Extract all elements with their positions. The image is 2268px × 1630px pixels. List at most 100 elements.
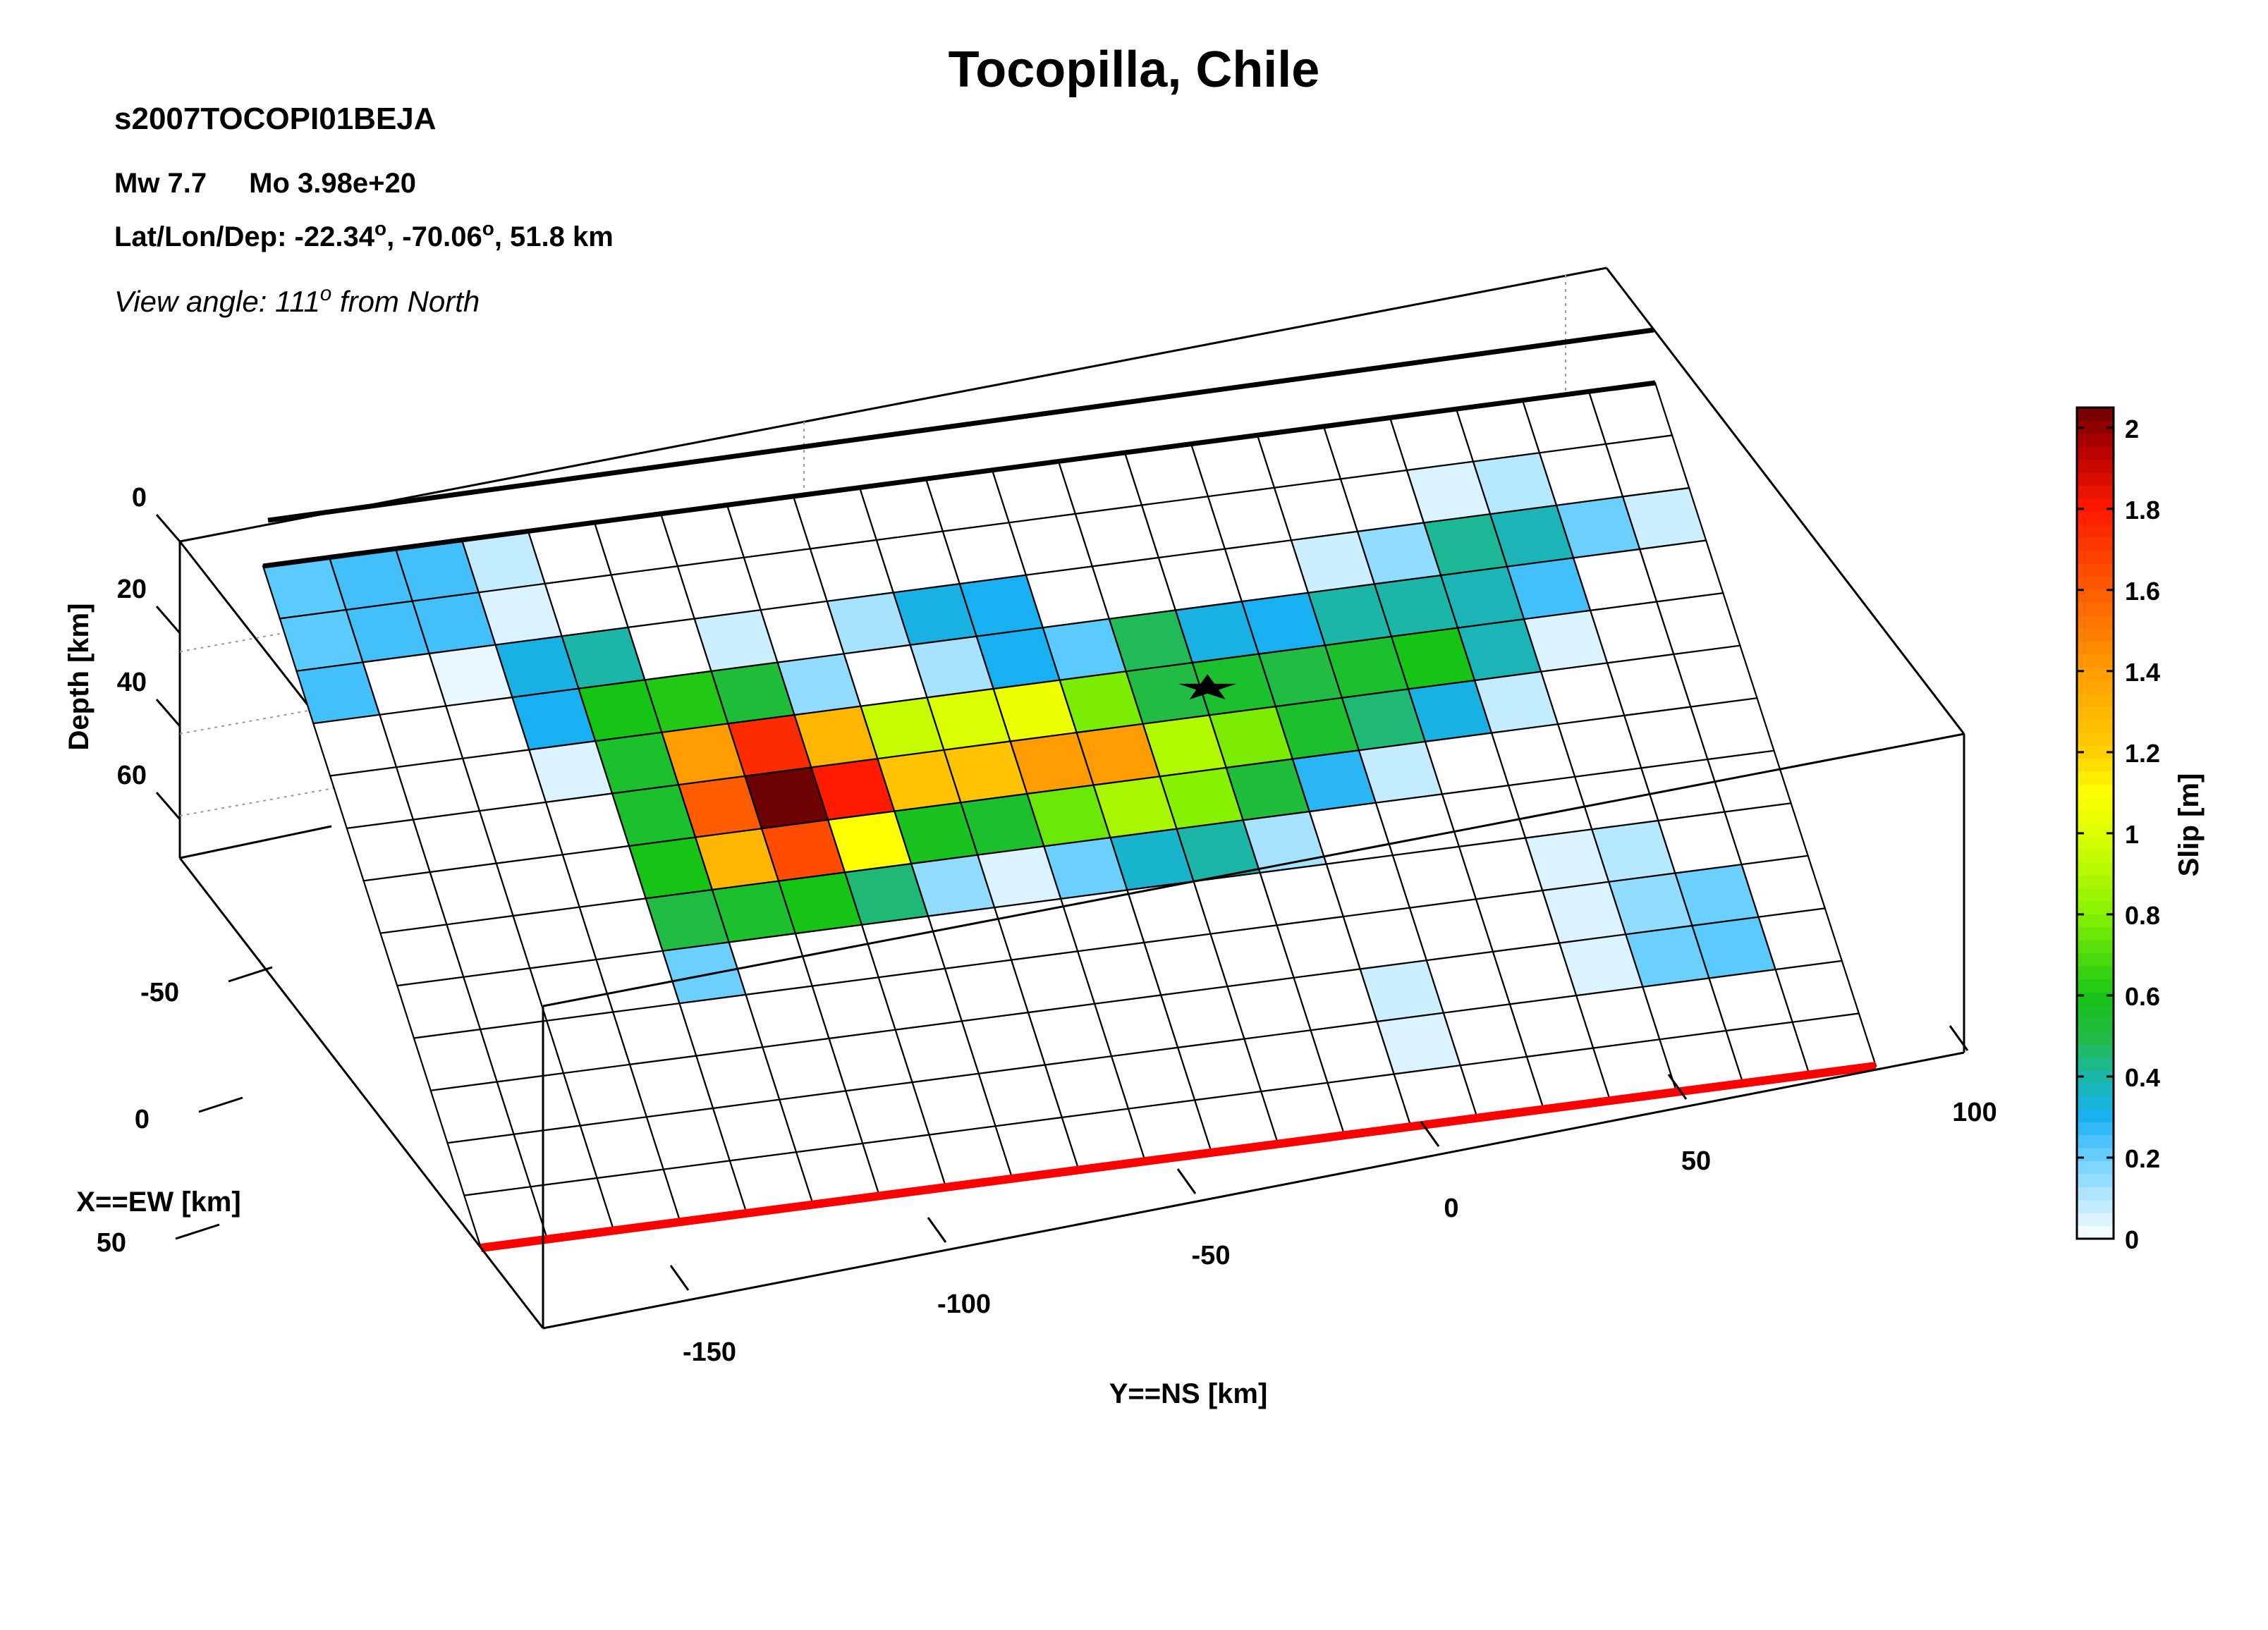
colorbar-swatch — [2077, 1005, 2114, 1019]
colorbar-swatch — [2077, 1070, 2114, 1084]
colorbar-swatch — [2077, 926, 2114, 940]
y-ns-axis-label: Y==NS [km] — [1109, 1378, 1268, 1409]
colorbar-swatch — [2077, 1122, 2114, 1136]
colorbar: 0 0.2 0.4 0.6 0.8 1 1.2 1.4 1.6 1.8 2 Slip [m] — [2075, 406, 2205, 1254]
colorbar-swatch — [2077, 1225, 2114, 1239]
y-ns-tick-label: 100 — [1952, 1098, 1996, 1127]
colorbar-swatch — [2077, 615, 2114, 629]
colorbar-swatch — [2077, 1199, 2114, 1213]
view-angle-value: View angle: 111 — [114, 285, 320, 318]
box-edge — [542, 733, 1965, 1007]
z-tick-label: 20 — [117, 575, 147, 604]
colorbar-tick-label: 0.8 — [2125, 901, 2160, 930]
bounding-box-front — [178, 733, 1965, 1330]
colorbar-label: Slip [m] — [2174, 773, 2205, 877]
colorbar-swatch — [2077, 524, 2114, 538]
y-ns-tick — [1420, 1121, 1440, 1147]
colorbar-swatch — [2077, 1043, 2114, 1058]
colorbar-swatch — [2077, 706, 2114, 720]
colorbar-swatch — [2077, 1173, 2114, 1187]
lat-lon-depth-line: Lat/Lon/Dep: -22.34o, -70.06o, 51.8 km — [114, 217, 614, 253]
colorbar-swatch — [2077, 810, 2114, 824]
z-tick-label: 0 — [132, 483, 147, 513]
axes: 0 20 40 60 Depth [km] -50 0 50 X==EW [km] -150 -10… — [63, 483, 1997, 1409]
event-id: s2007TOCOPI01BEJA — [114, 102, 437, 136]
colorbar-swatch — [2077, 1082, 2114, 1096]
colorbar-swatch — [2077, 1017, 2114, 1031]
magnitude-line: Mw 7.7 Mo 3.98e+20 — [114, 168, 416, 200]
x-ew-tick — [175, 1223, 220, 1240]
colorbar-swatch — [2077, 849, 2114, 863]
colorbar-swatch — [2077, 1134, 2114, 1148]
colorbar-swatch — [2077, 1057, 2114, 1071]
colorbar-swatch — [2077, 862, 2114, 876]
colorbar-swatch — [2077, 667, 2114, 681]
colorbar-swatch — [2077, 1108, 2114, 1122]
fault-overlay — [262, 327, 1877, 1252]
box-edge — [179, 266, 1607, 543]
colorbar-swatch — [2077, 485, 2114, 499]
colorbar-swatch — [2077, 589, 2114, 603]
colorbar-swatch — [2077, 420, 2114, 434]
colorbar-swatch — [2077, 537, 2114, 551]
colorbar-swatch — [2077, 628, 2114, 642]
degree-sign: o — [374, 217, 387, 240]
x-ew-axis-label: X==EW [km] — [76, 1187, 240, 1218]
colorbar-frame — [2075, 406, 2115, 1240]
mw-value: Mw 7.7 — [114, 168, 207, 199]
y-ns-tick-label: -150 — [683, 1337, 736, 1367]
colorbar-swatch — [2077, 641, 2114, 655]
colorbar-tick-label: 1.8 — [2125, 496, 2160, 525]
trench-line — [480, 1062, 1877, 1252]
box-edge — [179, 825, 332, 859]
y-ns-tick — [1176, 1168, 1197, 1194]
x-ew-tick — [228, 966, 273, 983]
colorbar-swatch — [2077, 446, 2114, 460]
colorbar-swatch — [2077, 654, 2114, 668]
y-ns-tick-label: 0 — [1444, 1194, 1458, 1223]
z-tick-label: 40 — [117, 668, 147, 697]
y-ns-tick — [927, 1217, 947, 1243]
x-ew-tick-label: -50 — [140, 978, 179, 1007]
colorbar-swatch — [2077, 784, 2114, 798]
degree-sign: o — [319, 281, 332, 305]
y-ns-tick-label: 50 — [1681, 1146, 1711, 1176]
colorbar-swatch — [2077, 875, 2114, 889]
y-ns-tick-label: -100 — [937, 1289, 991, 1319]
colorbar-swatch — [2077, 511, 2114, 525]
colorbar-swatch — [2077, 1187, 2114, 1201]
z-tick — [155, 699, 181, 727]
x-ew-tick-label: 0 — [135, 1105, 150, 1134]
colorbar-swatch — [2077, 459, 2114, 473]
view-angle-line: View angle: 111o from North — [114, 281, 480, 319]
colorbar-tick-label: 0.2 — [2125, 1144, 2160, 1173]
colorbar-swatch — [2077, 1160, 2114, 1175]
colorbar-tick-label: 2 — [2125, 415, 2139, 443]
colorbar-swatch — [2077, 771, 2114, 785]
colorbar-swatch — [2077, 680, 2114, 694]
colorbar-swatch — [2077, 408, 2114, 421]
z-tick — [155, 514, 181, 542]
colorbar-swatch — [2077, 758, 2114, 772]
colorbar-tick-label: 1.6 — [2125, 577, 2160, 606]
colorbar-swatch — [2077, 1213, 2114, 1227]
colorbar-swatch — [2077, 472, 2114, 486]
lon-value: , -70.06 — [386, 221, 482, 252]
colorbar-swatch — [2077, 901, 2114, 914]
colorbar-swatch — [2077, 914, 2114, 928]
y-ns-tick — [1949, 1025, 1969, 1051]
colorbar-swatch — [2077, 966, 2114, 980]
degree-sign: o — [482, 217, 494, 240]
colorbar-swatch — [2077, 1148, 2114, 1161]
z-axis-label: Depth [km] — [63, 603, 94, 751]
z-tick — [155, 606, 181, 634]
y-ns-tick — [1667, 1074, 1688, 1100]
colorbar-swatch — [2077, 835, 2114, 850]
colorbar-swatch — [2077, 602, 2114, 616]
depth-value: , 51.8 km — [494, 221, 614, 252]
colorbar-swatch — [2077, 992, 2114, 1005]
chart-title: Tocopilla, Chile — [948, 42, 1320, 98]
colorbar-swatch — [2077, 888, 2114, 902]
y-ns-tick-label: -50 — [1192, 1241, 1231, 1270]
